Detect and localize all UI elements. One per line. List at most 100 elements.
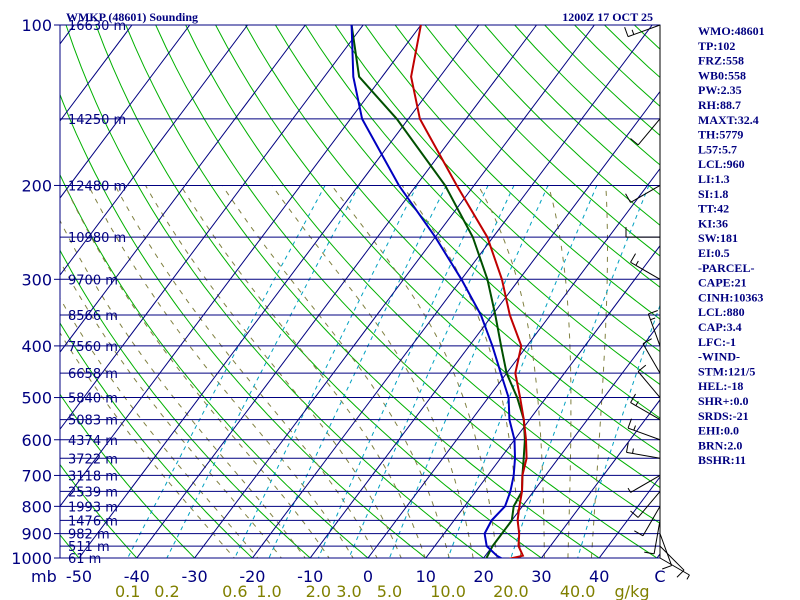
dry-adiabat-line — [155, 25, 658, 558]
isotherm-line — [60, 25, 191, 199]
wind-barb — [627, 418, 661, 441]
barb-staff — [630, 402, 661, 421]
isotherm-line — [136, 25, 537, 558]
wind-barb — [634, 506, 661, 537]
height-label: 4374 m — [68, 434, 118, 449]
wind-barb — [644, 520, 661, 555]
isotherm-line — [193, 25, 595, 558]
index-line: LCL:880 — [698, 305, 745, 319]
wind-barb — [647, 310, 661, 347]
index-line: PW:2.35 — [698, 83, 742, 97]
height-label: 982 m — [68, 528, 110, 543]
height-label: 9700 m — [68, 273, 118, 288]
height-label: 511 m — [68, 540, 110, 555]
wind-barb — [624, 24, 661, 38]
height-label: 14250 m — [68, 113, 126, 128]
wind-barb — [659, 557, 690, 580]
dewpoint-line — [350, 25, 517, 558]
wind-barb — [630, 253, 661, 280]
dry-adiabat-line — [60, 249, 311, 558]
temperature-tick-label: 20 — [473, 567, 493, 586]
isotherm-line — [60, 25, 75, 45]
dry-adiabat-line — [60, 322, 254, 558]
dry-adiabat-line — [424, 25, 660, 257]
barb-flag — [637, 364, 647, 372]
mixing-ratio-tick-label: 20.0 — [493, 582, 529, 600]
temperature-tick-label: 10 — [416, 567, 436, 586]
dry-adiabat-line — [95, 25, 543, 558]
barb-half-flag — [635, 401, 639, 406]
barb-staff — [637, 118, 661, 146]
barb-flag — [625, 193, 631, 203]
isotherm-line — [78, 25, 480, 558]
wind-barb — [627, 475, 661, 493]
mixing-ratio-line — [348, 185, 515, 558]
height-label: 5840 m — [68, 392, 118, 407]
height-label: 10980 m — [68, 231, 126, 246]
wind-barb — [630, 118, 661, 146]
index-line: SHR+:0.0 — [698, 394, 749, 408]
isotherm-line — [60, 25, 306, 353]
height-labels: 16630 m 14250 m 12480 m 10980 m 9700 m 8566 m… — [68, 19, 126, 567]
barb-staff — [627, 427, 661, 441]
barb-flag — [642, 338, 652, 345]
height-label: 1993 m — [68, 500, 118, 515]
temperature-tick-label: -50 — [66, 567, 92, 586]
wind-barb — [625, 227, 660, 238]
mixing-ratio-line — [317, 185, 489, 558]
barb-flag — [662, 565, 672, 570]
index-line: CINH:10363 — [698, 290, 763, 304]
index-line: -PARCEL- — [698, 261, 754, 275]
moist-adiabat-line — [590, 185, 608, 558]
mixing-ratio-tick-label: g/kg — [615, 582, 650, 600]
mixing-ratio-ticks: 0.1 0.2 0.6 1.0 2.0 3.0 5.0 10.0 20.0 40.0 g/kg — [115, 582, 650, 600]
index-line: BRN:2.0 — [698, 438, 742, 452]
mixing-ratio-tick-label: 3.0 — [336, 582, 361, 600]
dry-adiabat-line — [274, 25, 660, 419]
mixing-ratio-tick-label: 2.0 — [306, 582, 331, 600]
barb-flag — [634, 530, 644, 537]
dry-adiabat-line — [60, 93, 427, 558]
valid-time: 1200Z 17 OCT 25 — [562, 10, 653, 24]
index-line: HEL:-18 — [698, 379, 743, 393]
index-line: EI:0.5 — [698, 246, 730, 260]
moist-adiabat-line — [114, 185, 378, 558]
moist-adiabat-line — [180, 185, 426, 558]
dry-adiabat-line — [65, 25, 485, 558]
index-line: MAXT:32.4 — [698, 113, 759, 127]
temperature-tick-label: -20 — [239, 567, 265, 586]
dry-adiabat-line — [304, 25, 660, 386]
height-label: 12480 m — [68, 179, 126, 194]
barb-flag — [630, 253, 636, 263]
barb-staff — [659, 557, 690, 576]
mixing-ratio-line — [234, 185, 418, 558]
dry-adiabat-line — [364, 25, 660, 320]
pressure-label: 600 — [21, 431, 52, 450]
isotherm-line — [540, 399, 660, 558]
isotherm-line — [60, 25, 364, 431]
dry-adiabat-line — [60, 173, 369, 558]
barb-half-flag — [650, 317, 656, 321]
temperature-line — [410, 25, 528, 558]
pressure-label: 900 — [21, 525, 52, 544]
temperature-ticks: -50 -40 -30 -20 -10 0 10 20 30 40 C — [66, 567, 666, 586]
isotherm-line — [0, 25, 16, 569]
wind-barb — [642, 338, 661, 374]
index-line: TH:5779 — [698, 128, 743, 142]
moist-adiabat-line — [145, 185, 402, 558]
pressure-label: 400 — [21, 337, 52, 356]
index-line: CAP:3.4 — [698, 320, 742, 334]
pressure-label: 700 — [21, 466, 52, 485]
barb-staff — [642, 506, 661, 537]
wind-barbs — [624, 24, 690, 580]
pressure-labels: 100 200 300 400 500 600 700 800 900 1000 — [11, 16, 52, 568]
height-label: 61 m — [68, 552, 101, 567]
isotherm-line — [598, 476, 660, 558]
temperature-tick-label: 40 — [589, 567, 609, 586]
dry-adiabat-line — [574, 25, 660, 107]
mixing-ratio-tick-label: 10.0 — [430, 582, 466, 600]
dry-adiabat-line — [60, 463, 138, 558]
axis-unit-label: mb — [31, 567, 57, 586]
index-line: L57:5.7 — [698, 142, 737, 156]
